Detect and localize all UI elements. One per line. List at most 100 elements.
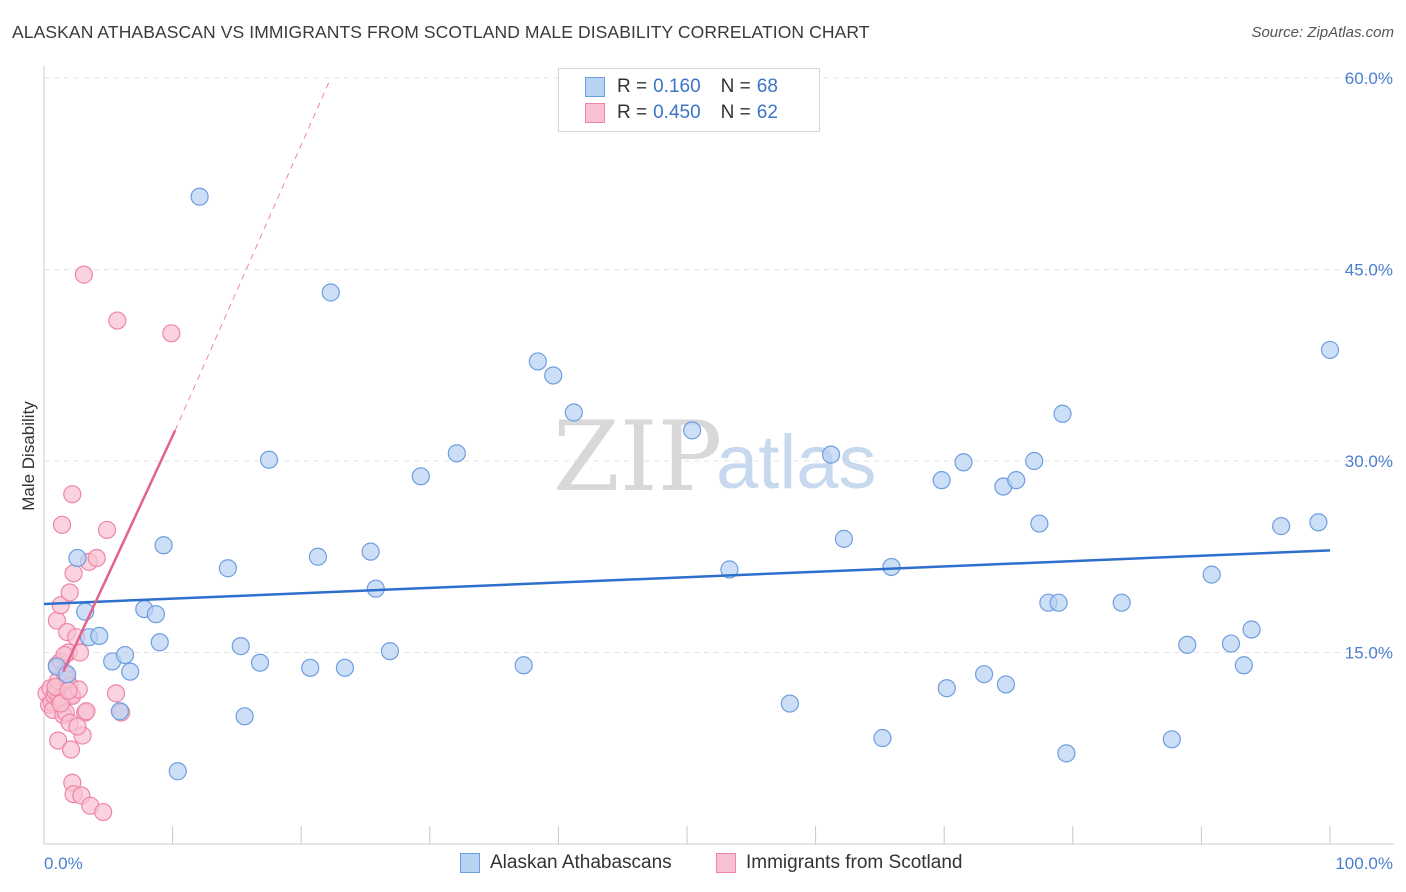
- scatter-point-athabascan: [1272, 517, 1291, 536]
- scatter-point-athabascan: [68, 548, 87, 568]
- series-immigrants-from-scotland: [37, 265, 181, 822]
- scatter-point-scotland: [162, 324, 181, 343]
- x-tick-label-left: 0.0%: [44, 854, 83, 873]
- scatter-point-athabascan: [154, 536, 173, 555]
- scatter-point-athabascan: [115, 645, 135, 665]
- scatter-point-athabascan: [235, 707, 254, 726]
- series-legend-scotland: Immigrants from Scotland: [716, 852, 962, 874]
- series-legend-athabascan: Alaskan Athabascans: [460, 852, 672, 874]
- series-legend-swatch-pink: [716, 853, 736, 873]
- y-tick-label: 30.0%: [1345, 452, 1393, 471]
- scatter-point-scotland: [63, 485, 82, 504]
- scatter-point-athabascan: [937, 679, 956, 698]
- scatter-point-scotland: [106, 684, 126, 703]
- scatter-point-scotland: [51, 596, 70, 615]
- scatter-point-athabascan: [1242, 620, 1261, 639]
- scatter-point-athabascan: [231, 637, 250, 656]
- scatter-point-athabascan: [1178, 635, 1197, 654]
- scatter-point-athabascan: [447, 444, 466, 463]
- scatter-point-athabascan: [218, 559, 237, 578]
- scatter-point-scotland: [77, 702, 96, 721]
- scatter-point-athabascan: [190, 187, 209, 206]
- scatter-point-athabascan: [146, 605, 165, 624]
- scatter-point-athabascan: [996, 675, 1016, 694]
- scatter-point-scotland: [64, 564, 83, 583]
- scatter-point-athabascan: [1049, 593, 1068, 612]
- trend-line-scotland-extension: [174, 77, 332, 431]
- legend-n-label: N =: [720, 102, 751, 123]
- scatter-point-athabascan: [1221, 634, 1241, 653]
- scatter-point-athabascan: [110, 702, 129, 721]
- scatter-point-athabascan: [821, 445, 841, 464]
- y-axis-label: Male Disability: [19, 401, 38, 511]
- scatter-point-scotland: [94, 802, 113, 822]
- scatter-point-athabascan: [1025, 451, 1044, 471]
- scatter-point-athabascan: [90, 626, 109, 646]
- watermark-zip: ZIP: [553, 401, 722, 513]
- scatter-point-athabascan: [1234, 656, 1253, 675]
- scatter-point-athabascan: [974, 665, 994, 684]
- legend-r-value: 0.160: [653, 76, 701, 97]
- scatter-point-athabascan: [301, 658, 320, 677]
- scatter-point-athabascan: [1202, 565, 1221, 584]
- scatter-point-athabascan: [1057, 744, 1076, 763]
- scatter-point-athabascan: [335, 658, 355, 677]
- scatter-point-athabascan: [544, 366, 563, 385]
- scatter-point-athabascan: [361, 542, 380, 561]
- scatter-point-athabascan: [121, 662, 140, 681]
- series-alaskan-athabascans: [47, 187, 1340, 781]
- scatter-point-athabascan: [954, 453, 973, 472]
- scatter-point-athabascan: [150, 633, 169, 652]
- legend-row-athabascan: R = 0.160 N = 68: [585, 75, 778, 99]
- legend-swatch-blue: [585, 77, 605, 97]
- legend-r-label: R =: [617, 102, 648, 123]
- scatter-point-athabascan: [250, 653, 270, 672]
- grid-layer: [44, 77, 1394, 653]
- x-tick-label-right: 100.0%: [1335, 854, 1393, 873]
- scatter-point-athabascan: [380, 642, 400, 661]
- y-tick-label: 45.0%: [1345, 261, 1393, 280]
- scatter-point-athabascan: [308, 547, 328, 566]
- scatter-point-scotland: [59, 681, 78, 700]
- chart-title: ALASKAN ATHABASCAN VS IMMIGRANTS FROM SC…: [12, 22, 870, 42]
- scatter-point-scotland: [74, 265, 93, 284]
- y-tick-label: 60.0%: [1345, 69, 1393, 88]
- scatter-point-athabascan: [683, 421, 702, 440]
- legend-swatch-pink: [585, 103, 605, 123]
- scatter-point-athabascan: [411, 467, 430, 486]
- watermark-atlas: atlas: [716, 420, 877, 505]
- legend-r-label: R =: [617, 76, 648, 97]
- scatter-point-athabascan: [321, 283, 340, 302]
- scatter-point-athabascan: [1320, 340, 1340, 360]
- legend-row-scotland: R = 0.450 N = 62: [585, 101, 778, 125]
- y-tick-label: 15.0%: [1345, 644, 1393, 663]
- scatter-point-athabascan: [834, 529, 853, 548]
- scatter-point-athabascan: [58, 665, 77, 684]
- scatter-point-scotland: [61, 740, 81, 759]
- scatter-point-athabascan: [882, 557, 901, 577]
- scatter-point-athabascan: [259, 450, 279, 469]
- watermark: ZIP atlas: [553, 401, 877, 513]
- axes-layer: [43, 66, 1394, 845]
- series-legend-label: Immigrants from Scotland: [746, 852, 963, 873]
- scatter-point-athabascan: [1162, 730, 1181, 749]
- scatter-point-athabascan: [514, 656, 533, 675]
- series-legend-swatch-blue: [460, 853, 480, 873]
- series-legend: Alaskan Athabascans Immigrants from Scot…: [0, 852, 1406, 876]
- legend-n-value: 68: [756, 76, 778, 97]
- scatter-point-athabascan: [1030, 514, 1049, 533]
- scatter-point-athabascan: [1007, 471, 1026, 490]
- y-tick-labels: 15.0% 30.0% 45.0% 60.0%: [1345, 69, 1393, 663]
- scatter-point-athabascan: [528, 352, 547, 371]
- trend-line-athabascan: [43, 549, 1331, 606]
- legend-n-value: 62: [756, 102, 778, 123]
- scatter-point-athabascan: [720, 560, 739, 579]
- scatter-point-scotland: [60, 583, 79, 602]
- trend-lines: [43, 77, 1331, 673]
- scatter-point-scotland: [108, 311, 127, 330]
- scatter-point-athabascan: [168, 762, 187, 781]
- correlation-legend: R = 0.160 N = 68 R = 0.450 N = 62: [558, 68, 820, 132]
- scatter-point-athabascan: [1053, 404, 1072, 423]
- legend-n-label: N =: [720, 76, 751, 97]
